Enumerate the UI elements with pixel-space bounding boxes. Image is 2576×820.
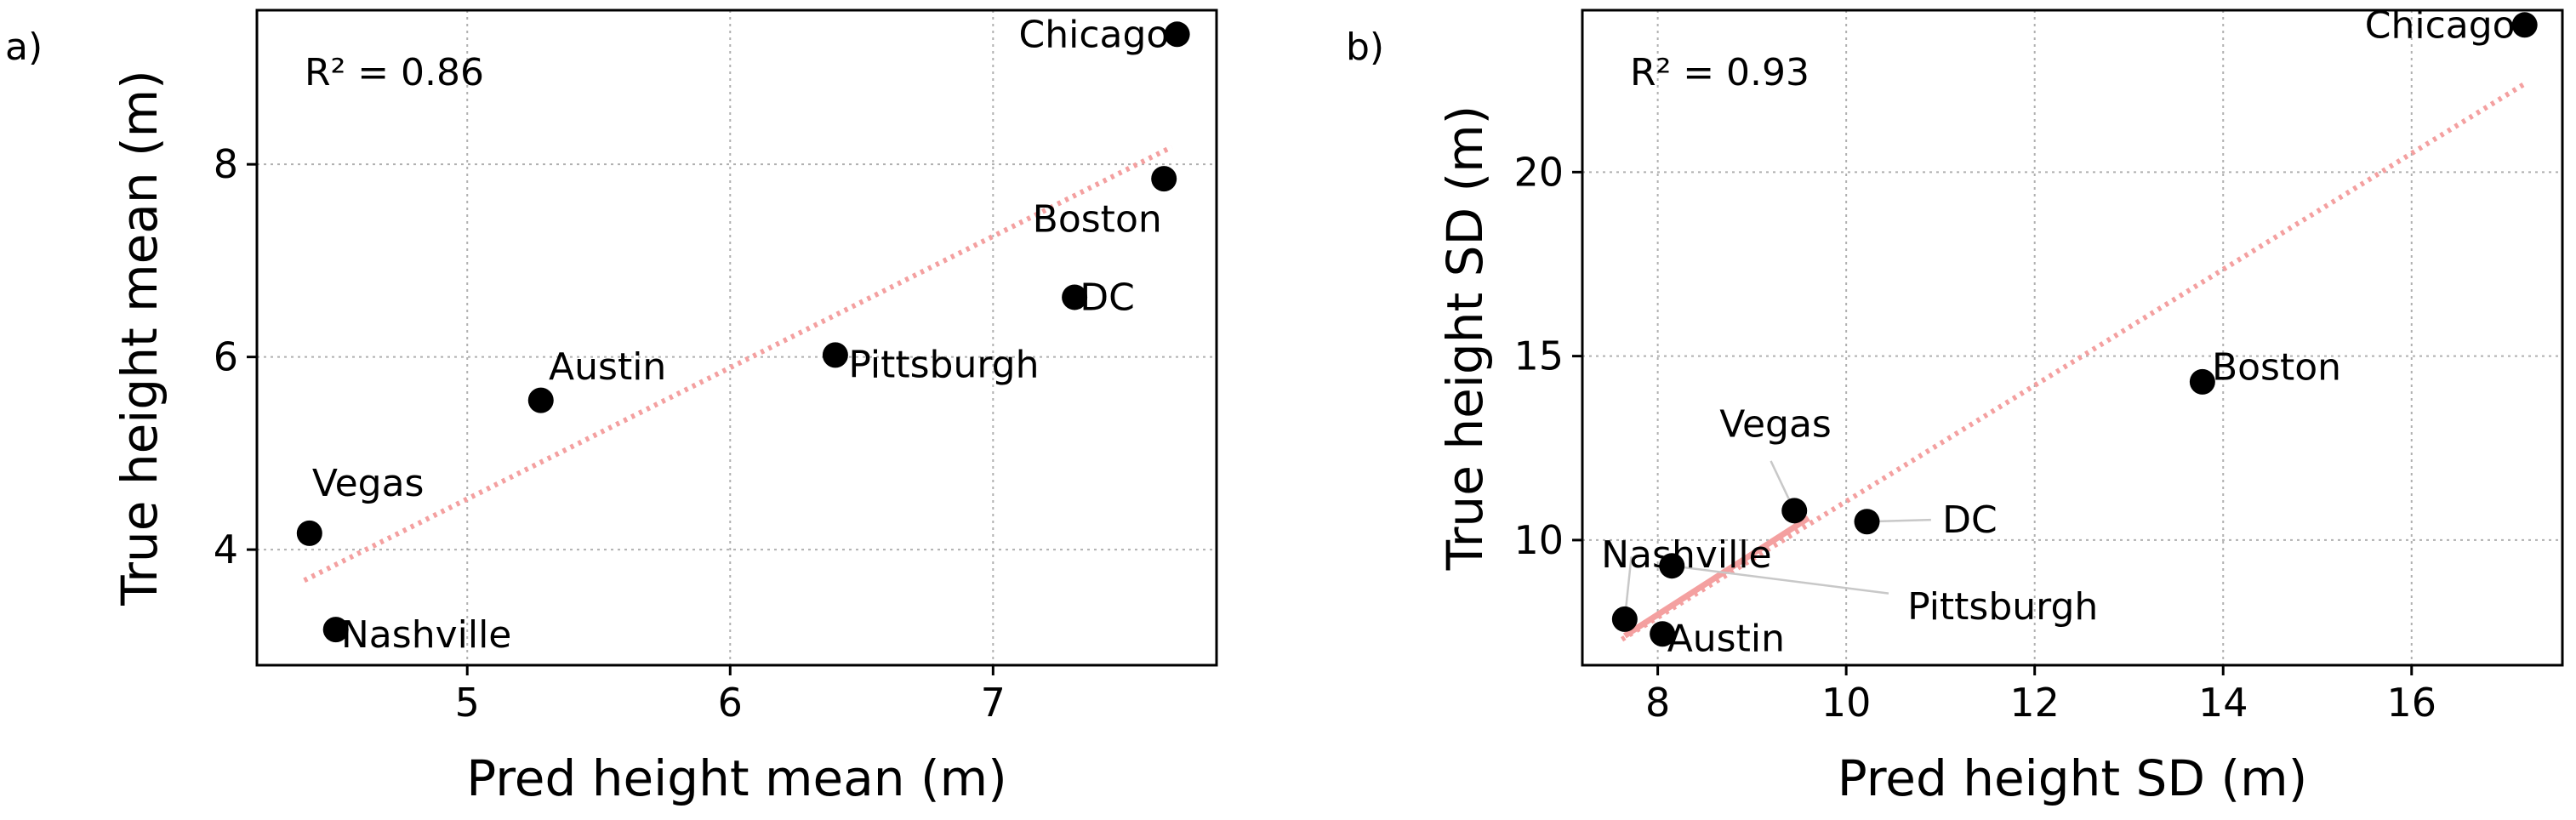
point-label: Pittsburgh bbox=[1907, 585, 2098, 629]
point-label: Austin bbox=[1667, 617, 1785, 660]
panel-b-r2-annotation: R² = 0.93 bbox=[1630, 51, 1809, 94]
point-label: Vegas bbox=[1719, 403, 1832, 447]
x-tick-label: 16 bbox=[2386, 680, 2436, 726]
panel-a-fit-line bbox=[303, 145, 1173, 584]
y-tick-label: 10 bbox=[1513, 517, 1564, 563]
y-tick-label: 4 bbox=[214, 527, 238, 572]
data-point bbox=[1659, 553, 1685, 579]
panel-a-axes-frame bbox=[255, 9, 1218, 667]
panel-a-x-axis-label: Pred height mean (m) bbox=[466, 749, 1006, 807]
data-point bbox=[1781, 498, 1808, 524]
x-tick-label: 10 bbox=[1821, 680, 1872, 726]
point-label: Pittsburgh bbox=[848, 344, 1039, 387]
label-leader-line bbox=[1672, 564, 1889, 595]
y-tick-label: 6 bbox=[214, 334, 238, 380]
x-tick-label: 12 bbox=[2009, 680, 2060, 726]
data-point bbox=[1650, 621, 1676, 647]
y-tick-label: 15 bbox=[1513, 333, 1564, 379]
regression-line bbox=[1620, 81, 2527, 642]
y-tick-label: 20 bbox=[1513, 149, 1564, 195]
data-point bbox=[822, 342, 848, 368]
panel-a-y-axis-label: True height mean (m) bbox=[111, 70, 168, 606]
panel-a-point-labels: Chicago Boston DC Pittsburgh Austin Vegas Nash… bbox=[312, 13, 1169, 656]
point-label: Boston bbox=[1033, 198, 1162, 242]
panel-b-x-axis-label: Pred height SD (m) bbox=[1838, 749, 2307, 807]
data-point bbox=[1062, 284, 1088, 310]
point-label: DC bbox=[1942, 498, 1998, 542]
x-tick-label: 6 bbox=[718, 680, 743, 726]
panel-b-x-ticks: 8 10 12 14 16 bbox=[1645, 665, 2436, 726]
panel-a-points bbox=[296, 21, 1190, 643]
panel-b-y-axis-label: True height SD (m) bbox=[1436, 105, 1494, 572]
point-label: Austin bbox=[549, 345, 666, 389]
panel-a: a) Chicago Boston DC Pittsburgh Austin Vegas N… bbox=[5, 9, 1218, 807]
point-label: Nashville bbox=[341, 613, 511, 657]
point-label: Boston bbox=[2212, 346, 2341, 390]
x-tick-label: 8 bbox=[1645, 680, 1670, 726]
data-point bbox=[322, 617, 349, 643]
data-point bbox=[296, 520, 322, 546]
data-point bbox=[1151, 166, 1177, 192]
y-tick-label: 8 bbox=[214, 141, 238, 187]
data-point bbox=[2189, 368, 2215, 395]
point-label: DC bbox=[1080, 276, 1135, 319]
panel-b-y-ticks: 10 15 20 bbox=[1513, 149, 1582, 563]
data-point bbox=[527, 387, 554, 413]
panel-b-points bbox=[1611, 12, 2538, 647]
panel-a-x-ticks: 5 6 7 bbox=[455, 665, 1006, 726]
x-tick-label: 7 bbox=[981, 680, 1006, 726]
data-point bbox=[1611, 606, 1638, 632]
panel-a-grid bbox=[257, 10, 1217, 665]
panel-b-axes-frame bbox=[1581, 9, 2564, 667]
regression-line bbox=[303, 145, 1173, 584]
data-point bbox=[1164, 21, 1190, 48]
x-tick-label: 14 bbox=[2198, 680, 2248, 726]
panel-a-letter: a) bbox=[5, 26, 43, 69]
panel-a-r2-annotation: R² = 0.86 bbox=[305, 51, 484, 94]
panel-a-y-ticks: 4 6 8 bbox=[214, 141, 257, 572]
point-label: Nashville bbox=[1601, 533, 1771, 577]
x-tick-label: 5 bbox=[455, 680, 480, 726]
panel-b-letter: b) bbox=[1346, 26, 1384, 69]
panel-b-fit-line bbox=[1620, 81, 2527, 642]
panel-b: b) ChicagoBostonDCVegasNashvillePittsbur… bbox=[1346, 3, 2564, 807]
panel-b-grid bbox=[1582, 10, 2562, 665]
data-point bbox=[1854, 509, 1880, 535]
point-label: Chicago bbox=[1019, 13, 1170, 56]
regression-line-dense bbox=[1622, 515, 1810, 639]
data-point bbox=[2511, 12, 2538, 38]
panel-b-point-labels: ChicagoBostonDCVegasNashvillePittsburghA… bbox=[1601, 3, 2515, 660]
point-label: Vegas bbox=[312, 462, 425, 505]
